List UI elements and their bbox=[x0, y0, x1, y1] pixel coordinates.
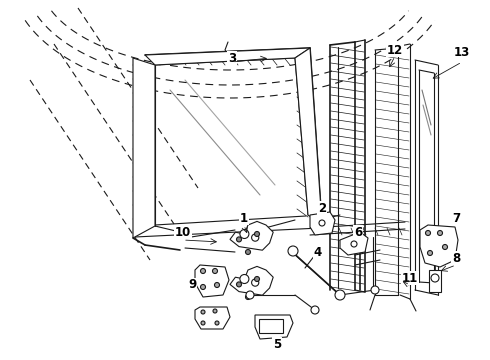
Polygon shape bbox=[340, 232, 368, 255]
Text: 9: 9 bbox=[188, 279, 196, 292]
Text: 11: 11 bbox=[402, 271, 418, 284]
Circle shape bbox=[251, 279, 259, 286]
Circle shape bbox=[201, 310, 205, 314]
Text: 6: 6 bbox=[354, 225, 362, 239]
Text: 4: 4 bbox=[314, 247, 322, 260]
Circle shape bbox=[246, 291, 254, 299]
Circle shape bbox=[254, 276, 260, 282]
Polygon shape bbox=[230, 221, 273, 250]
Text: 12: 12 bbox=[387, 44, 403, 57]
Polygon shape bbox=[420, 225, 458, 267]
Circle shape bbox=[200, 284, 205, 289]
Circle shape bbox=[237, 237, 242, 242]
Circle shape bbox=[371, 286, 379, 294]
Circle shape bbox=[215, 321, 219, 325]
Polygon shape bbox=[230, 266, 273, 295]
Circle shape bbox=[200, 269, 205, 274]
Text: 1: 1 bbox=[240, 212, 248, 225]
Circle shape bbox=[245, 294, 250, 300]
Text: 13: 13 bbox=[454, 45, 470, 59]
Circle shape bbox=[425, 230, 431, 235]
Circle shape bbox=[335, 290, 345, 300]
Circle shape bbox=[213, 309, 217, 313]
Text: 7: 7 bbox=[452, 212, 460, 225]
Text: 8: 8 bbox=[452, 252, 460, 265]
Circle shape bbox=[438, 230, 442, 235]
Text: 3: 3 bbox=[228, 51, 236, 64]
Polygon shape bbox=[133, 58, 155, 238]
Polygon shape bbox=[259, 319, 283, 333]
Circle shape bbox=[201, 321, 205, 325]
Circle shape bbox=[254, 231, 260, 237]
Polygon shape bbox=[310, 212, 335, 235]
Circle shape bbox=[240, 230, 249, 239]
Polygon shape bbox=[195, 265, 229, 297]
Circle shape bbox=[213, 269, 218, 274]
Text: 2: 2 bbox=[318, 202, 326, 215]
Circle shape bbox=[215, 283, 220, 288]
Circle shape bbox=[251, 234, 259, 241]
Circle shape bbox=[240, 274, 249, 284]
Polygon shape bbox=[195, 307, 230, 329]
Circle shape bbox=[311, 306, 319, 314]
Circle shape bbox=[427, 251, 433, 256]
Polygon shape bbox=[429, 270, 441, 292]
Circle shape bbox=[288, 246, 298, 256]
Circle shape bbox=[319, 220, 325, 226]
Circle shape bbox=[245, 249, 250, 255]
Circle shape bbox=[442, 244, 447, 249]
Text: 5: 5 bbox=[273, 338, 281, 351]
Circle shape bbox=[431, 274, 439, 282]
Polygon shape bbox=[145, 48, 310, 65]
Circle shape bbox=[237, 282, 242, 287]
Polygon shape bbox=[255, 315, 293, 339]
Circle shape bbox=[351, 241, 357, 247]
Text: 10: 10 bbox=[175, 225, 191, 239]
Polygon shape bbox=[295, 48, 322, 225]
